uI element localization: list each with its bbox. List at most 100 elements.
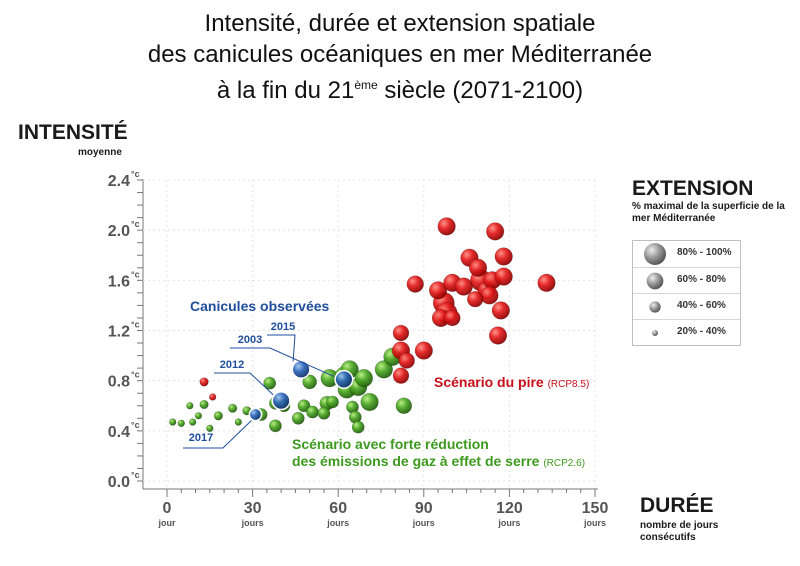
- legend-row: 60% - 80%: [633, 267, 740, 294]
- observed-bubble: [271, 391, 291, 411]
- x-tick-unit: jours: [326, 518, 349, 528]
- x-axis-sublabel: nombre de jours consécutifs: [640, 520, 719, 543]
- y-tick-unit: °c: [131, 169, 140, 179]
- rcp85-bubble: [466, 290, 484, 308]
- annotation-reduction: Scénario avec forte réduction des émissi…: [292, 436, 585, 472]
- x-tick-label: 30: [244, 500, 262, 517]
- x-tick-label: 0: [163, 500, 172, 517]
- title-line-1: Intensité, durée et extension spatiale: [204, 10, 596, 37]
- rcp26-bubble: [306, 405, 319, 419]
- legend-size-swatch: [649, 301, 661, 313]
- y-tick-label: 2.4: [108, 173, 130, 190]
- rcp85-bubble: [494, 267, 513, 286]
- rcp85-bubble: [488, 326, 508, 345]
- callout-year-label: 2012: [220, 359, 244, 371]
- rcp26-bubble: [228, 403, 238, 413]
- y-axis-label: INTENSITÉ: [18, 121, 128, 144]
- observed-bubble: [248, 407, 263, 422]
- annotation-observed: Canicules observées: [190, 298, 330, 314]
- legend-size-label: 40% - 60%: [677, 300, 726, 311]
- y-tick-label: 1.2: [108, 324, 130, 341]
- legend-size-circle: [652, 330, 658, 336]
- rcp85-bubble: [392, 367, 410, 384]
- y-tick-label: 2.0: [108, 223, 130, 240]
- rcp85-bubble: [454, 277, 473, 296]
- rcp85-bubble: [208, 393, 217, 401]
- rcp26-bubble: [317, 406, 331, 420]
- rcp26-bubble: [360, 392, 379, 412]
- y-axis-sublabel: moyenne: [78, 147, 122, 158]
- legend-size-swatch: [652, 330, 658, 336]
- callout-year-label: 2015: [271, 321, 295, 333]
- legend-size-label: 60% - 80%: [677, 274, 726, 285]
- legend-size-label: 80% - 100%: [677, 247, 732, 258]
- x-tick-unit: jours: [412, 518, 435, 528]
- rcp26-bubble: [291, 411, 305, 425]
- y-tick-unit: °c: [131, 219, 140, 229]
- rcp26-bubble: [206, 424, 214, 433]
- x-tick-label: 120: [496, 500, 523, 517]
- rcp26-bubble: [351, 420, 365, 434]
- legend-subtitle: % maximal de la superficie de la mer Méd…: [632, 201, 785, 224]
- rcp85-bubble: [406, 275, 424, 293]
- callout-line: [267, 334, 296, 362]
- x-tick-label: 60: [329, 500, 347, 517]
- y-tick-unit: °c: [131, 420, 140, 430]
- x-axis-label: DURÉE: [640, 494, 714, 517]
- observed-bubble: [291, 359, 311, 379]
- rcp26-bubble: [263, 376, 277, 390]
- rcp85-bubble: [480, 286, 499, 305]
- annotation-reduction-tag: (RCP2.6): [543, 458, 586, 469]
- y-tick-label: 0.4: [108, 424, 130, 441]
- rcp26-bubble: [269, 419, 282, 433]
- rcp85-bubble: [414, 341, 433, 360]
- rcp26-bubble: [326, 395, 339, 409]
- rcp85-bubble: [199, 377, 209, 387]
- callout-year-label: 2003: [238, 334, 262, 346]
- legend-row: 80% - 100%: [633, 241, 740, 267]
- rcp26-bubble: [354, 369, 373, 388]
- observed-bubble: [334, 369, 354, 389]
- rcp85-bubble: [486, 222, 505, 241]
- legend-size-circle: [646, 272, 664, 290]
- y-tick-unit: °c: [131, 470, 140, 480]
- rcp85-bubble: [491, 301, 510, 320]
- x-tick-label: 90: [415, 500, 433, 517]
- y-tick-unit: °c: [131, 320, 140, 330]
- rcp26-bubble: [302, 374, 317, 390]
- rcp85-bubble: [468, 258, 488, 277]
- rcp85-bubble: [537, 273, 556, 292]
- legend-size-swatch: [644, 243, 666, 265]
- rcp26-bubble: [297, 399, 311, 413]
- rcp26-bubble: [199, 399, 209, 410]
- y-tick-unit: °c: [131, 269, 140, 279]
- x-tick-unit: jour: [158, 518, 176, 528]
- rcp85-bubble: [428, 281, 448, 300]
- chart-title: Intensité, durée et extension spatiale d…: [0, 8, 800, 106]
- size-legend: 80% - 100% 60% - 80% 40% - 60% 20% - 40%: [632, 240, 741, 346]
- callout-line: [230, 347, 335, 377]
- title-line-2: des canicules océaniques en mer Méditerr…: [147, 41, 653, 68]
- rcp26-bubble: [213, 411, 223, 421]
- callout-line: [214, 372, 274, 396]
- rcp85-bubble: [444, 309, 461, 327]
- y-tick-label: 1.6: [108, 273, 130, 290]
- legend-size-circle: [649, 301, 661, 313]
- legend-row: 20% - 40%: [633, 319, 740, 346]
- x-tick-unit: jours: [241, 518, 264, 528]
- rcp26-bubble: [169, 418, 177, 426]
- legend-size-label: 20% - 40%: [677, 326, 726, 337]
- x-tick-unit: jours: [497, 518, 520, 528]
- x-tick-unit: jours: [583, 518, 606, 528]
- annotation-pire-text: Scénario du pire: [434, 374, 544, 390]
- x-tick-label: 150: [582, 500, 609, 517]
- rcp26-bubble: [188, 418, 197, 426]
- annotation-pire: Scénario du pire (RCP8.5): [434, 374, 589, 390]
- rcp85-bubble: [398, 352, 415, 369]
- y-tick-unit: °c: [131, 370, 140, 380]
- legend-size-swatch: [646, 272, 664, 290]
- rcp85-bubble: [392, 324, 410, 342]
- callout-year-label: 2017: [189, 432, 213, 444]
- rcp26-bubble: [186, 402, 194, 410]
